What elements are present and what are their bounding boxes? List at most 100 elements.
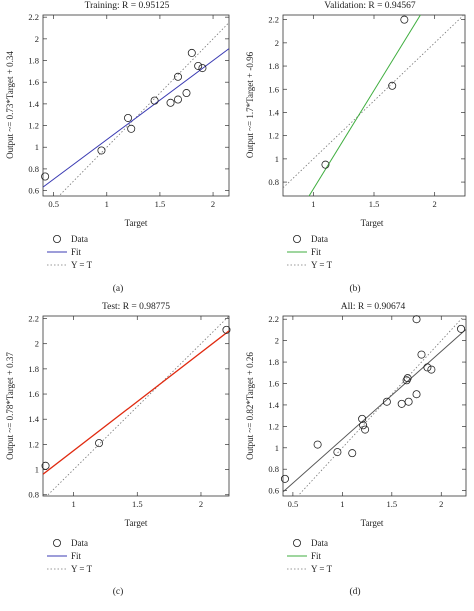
validation-legend-label: Data [311,234,328,244]
all-data-point [358,414,367,423]
all-ytick-label: 2 [275,336,279,346]
all-legend-label: Data [311,538,328,548]
all-data-point [397,399,406,408]
training-xtick-label: 1 [105,199,109,209]
test-ytick-label: 1.6 [28,389,39,399]
training-legend-label: Data [71,234,88,244]
training-data-point [41,172,50,181]
validation-ytick-label: 2.2 [268,15,279,25]
all-fit-line [283,329,466,493]
validation-data-point [388,81,397,90]
test-panel: 1 1.5 2 0.8 1 1.2 1.4 1.6 1.8 2 2.2 Test: R = 0.987… [5,302,231,597]
test-ytick-label: 2 [35,339,39,349]
all-ytick-label: 0.8 [268,464,279,474]
test-ylabel: Output ~= 0.78*Target + 0.37 [5,352,15,460]
training-ytick-label: 1.6 [28,77,39,87]
validation-lines [283,15,465,196]
training-data-point [166,98,175,107]
validation-xtick-label: 1 [311,199,315,209]
all-data-point [412,315,421,324]
training-data-point [173,95,182,104]
validation-xlabel: Target [361,218,384,228]
all-lines [283,316,466,496]
validation-data-point [321,160,330,169]
training-plot-frame [42,14,230,197]
test-legend-label: Y = T [71,564,93,574]
all-caption: (d) [349,586,360,597]
training-xtick-label: 0.5 [48,199,59,209]
validation-title: Validation: R = 0.94567 [324,1,416,11]
all-identity-line [297,316,465,496]
all-legend-label: Fit [311,551,322,561]
all-xtick-label: 2 [439,499,443,509]
validation-ytick-label: 2 [275,38,279,48]
validation-ylabel: Output ~= 1.7*Target + -0.96 [245,51,255,158]
training-ytick-label: 0.6 [28,186,39,196]
all-legend-label: Y = T [311,564,333,574]
all-ytick-label: 1.4 [268,400,279,410]
training-ytick-label: 0.8 [28,164,39,174]
test-identity-line [46,316,229,496]
test-ytick-label: 2.2 [28,314,39,324]
validation-legend-marker-data [292,234,301,243]
all-plot-frame [282,315,467,497]
all-data-point [333,448,342,457]
validation-legend-label: Y = T [311,260,333,270]
test-lines [43,316,229,496]
training-legend-label: Fit [71,247,82,257]
validation-plot-frame [282,14,466,197]
training-caption: (a) [113,283,124,294]
all-data-point [403,374,412,383]
training-data-point [173,72,182,81]
all-ytick-label: 1.2 [268,421,279,431]
all-legend-marker-data [292,539,301,548]
test-legend-label: Fit [71,551,82,561]
validation-xtick-label: 1.5 [369,199,380,209]
test-legend-label: Data [71,538,88,548]
training-ytick-label: 1.2 [28,121,39,131]
all-data-point [313,440,322,449]
validation-fit-line [308,15,421,196]
test-xtick-label: 1 [71,499,75,509]
training-data-point [97,146,106,155]
validation-ytick-label: 1.8 [268,61,279,71]
test-ytick-label: 1.8 [28,364,39,374]
training-legend-label: Y = T [71,260,93,270]
test-ytick-label: 0.8 [28,490,39,500]
validation-legend-label: Fit [311,247,322,257]
training-title: Training: R = 0.95125 [85,1,170,11]
test-ytick-label: 1.4 [28,414,39,424]
training-data-point [127,124,136,133]
test-plot-frame [42,315,230,497]
training-ytick-label: 1.4 [28,99,39,109]
test-ytick-label: 1 [35,465,39,475]
training-xtick-label: 1.5 [155,199,166,209]
training-data-point [194,61,203,70]
all-panel: 0.5 1 1.5 2 0.6 0.8 1 1.2 1.4 1.6 1.8 2 2.2 All: R = … [245,302,467,597]
validation-xtick-label: 2 [433,199,437,209]
all-data-point [404,397,413,406]
training-ylabel: Output ~= 0.73*Target + 0.34 [5,51,15,159]
all-data-point [457,324,466,333]
test-fit-line [43,330,229,475]
training-data-point [187,48,196,57]
training-data-point [198,64,207,73]
all-data-point [417,350,426,359]
training-legend-marker-data [53,234,62,243]
training-identity-line [58,22,229,196]
all-xlabel: Target [361,518,384,528]
validation-data-point [400,15,409,24]
test-xlabel: Target [125,518,148,528]
all-data-point [402,376,411,385]
validation-caption: (b) [349,283,360,294]
all-ytick-label: 0.6 [268,486,279,496]
test-caption: (c) [113,586,124,597]
test-xtick-label: 1.5 [132,499,143,509]
test-xtick-label: 2 [199,499,203,509]
all-xtick-label: 0.5 [288,499,299,509]
validation-panel: 1 1.5 2 0.8 1 1.2 1.4 1.6 1.8 2 2.2 Validation: R =… [245,1,466,294]
training-fit-line [43,48,229,188]
all-ytick-label: 2.2 [268,314,279,324]
training-xlabel: Target [125,218,148,228]
